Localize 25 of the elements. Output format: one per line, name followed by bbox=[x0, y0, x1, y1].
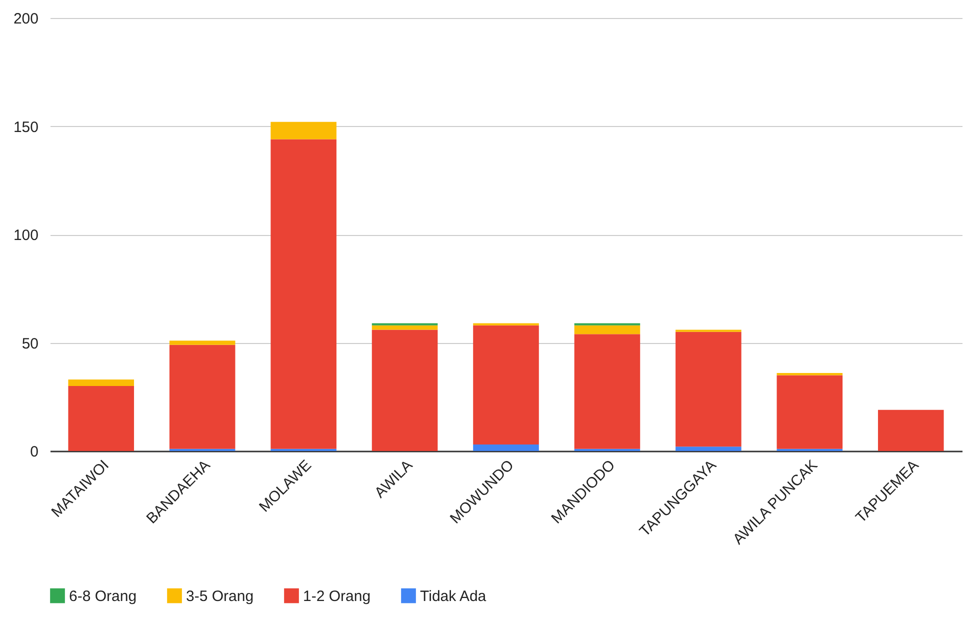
y-tick-label: 150 bbox=[13, 118, 38, 136]
bar bbox=[676, 332, 742, 447]
bar bbox=[169, 344, 236, 449]
legend-label: 1-2 Orang bbox=[303, 588, 371, 605]
bar bbox=[878, 410, 944, 451]
y-tick-label: 50 bbox=[22, 335, 38, 352]
y-tick-label: 0 bbox=[30, 444, 38, 460]
bar bbox=[169, 340, 236, 345]
bar bbox=[372, 325, 438, 330]
bar bbox=[270, 139, 336, 449]
bar bbox=[68, 380, 134, 386]
y-tick-label: 100 bbox=[13, 227, 38, 244]
bar bbox=[776, 375, 843, 449]
bar bbox=[676, 446, 742, 451]
bar bbox=[372, 330, 438, 451]
bar bbox=[270, 122, 336, 140]
bar bbox=[473, 444, 539, 451]
legend-label: 6-8 Orang bbox=[69, 588, 137, 605]
bar bbox=[574, 325, 640, 334]
bar bbox=[574, 334, 640, 449]
y-tick-label: 200 bbox=[13, 10, 38, 28]
legend-label: 3-5 Orang bbox=[186, 588, 254, 605]
legend-label: Tidak Ada bbox=[420, 588, 487, 605]
bar bbox=[68, 386, 134, 451]
bar bbox=[473, 325, 539, 445]
